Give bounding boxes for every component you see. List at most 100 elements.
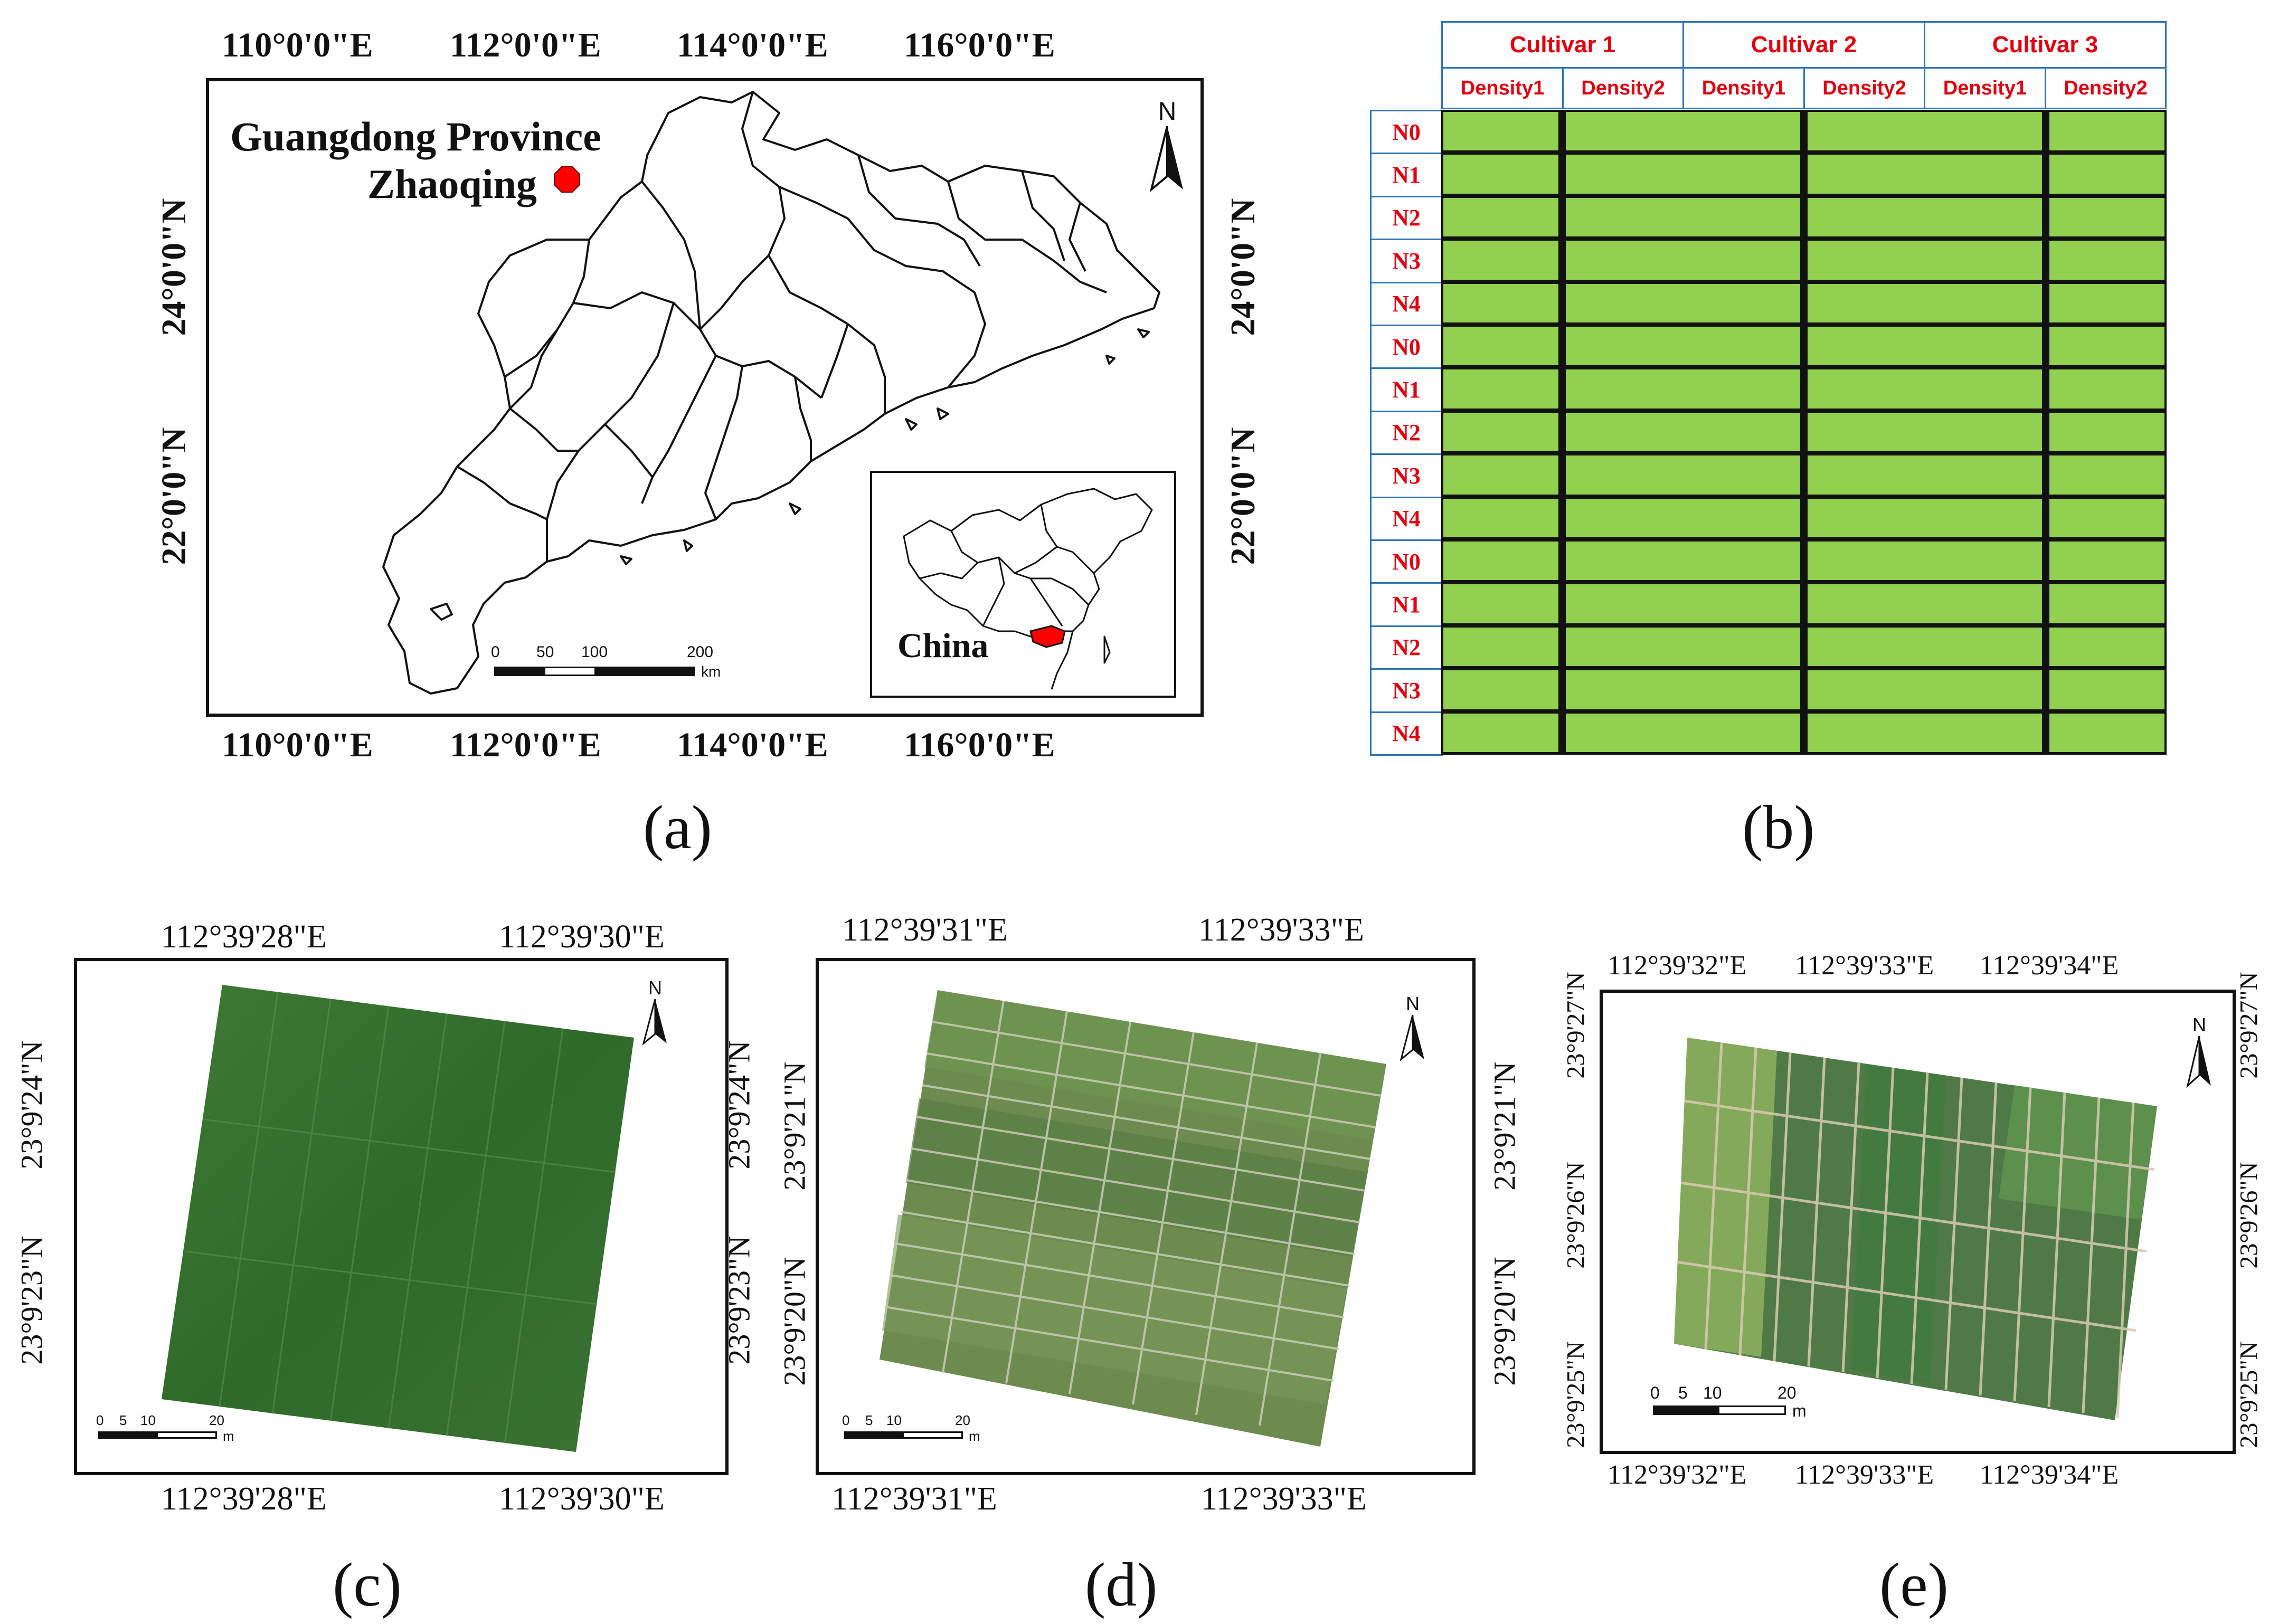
bottom-lon-label: 112°39'30"E <box>499 1481 665 1517</box>
nitrogen-row-label: N3 <box>1370 668 1443 713</box>
plot-cell <box>1683 112 1800 151</box>
right-lat-label: 23°9'21"N <box>1487 1061 1522 1191</box>
scale-label: 20 <box>1778 1383 1797 1402</box>
plot-cell <box>1443 627 1558 667</box>
top-lon-label: 112°39'31"E <box>842 912 1008 948</box>
nitrogen-row-label: N2 <box>1370 410 1443 455</box>
bottom-lon-label: 112°39'33"E <box>1795 1460 1934 1490</box>
left-lat-label: 23°9'23"N <box>14 1236 49 1365</box>
top-lon-label: 112°39'33"E <box>1795 951 1934 981</box>
plot-cell <box>1808 369 1925 409</box>
plot-cell <box>1808 155 1925 194</box>
inset-label: China <box>897 626 989 665</box>
plot-cell <box>1808 283 1925 322</box>
top-lon-label: 112°39'33"E <box>1198 912 1364 948</box>
density-header: Density1 <box>1924 67 2046 109</box>
uav-field-image-e <box>1674 1038 2157 1420</box>
top-lon-label: 110°0'0"E <box>222 26 373 64</box>
plot-cell <box>1443 369 1558 409</box>
plot-cell <box>1443 670 1558 709</box>
plot-cell <box>1566 327 1683 366</box>
bottom-lon-label: 112°39'31"E <box>831 1481 997 1517</box>
plot-cell <box>2049 627 2164 667</box>
plot-cell <box>2049 670 2164 709</box>
left-lat-label: 24°0'0"N <box>155 198 193 336</box>
plot-cell <box>2049 197 2164 237</box>
plot-cell <box>2049 455 2164 495</box>
scale-label: 5 <box>1678 1383 1688 1402</box>
scale-label: 50 <box>536 643 554 661</box>
right-lat-label: 23°9'27"N <box>2235 972 2263 1079</box>
nitrogen-row-label: N1 <box>1370 153 1443 197</box>
scale-label: 10 <box>1703 1383 1722 1402</box>
left-lat-label: 23°9'26"N <box>1562 1162 1590 1269</box>
bottom-lon-label: 114°0'0"E <box>677 726 828 764</box>
plot-cell <box>1683 584 1800 623</box>
right-lat-label: 23°9'20"N <box>1487 1257 1522 1386</box>
nitrogen-row-label: N4 <box>1370 496 1443 541</box>
plot-cell <box>1566 283 1683 322</box>
north-arrow-icon <box>642 999 667 1046</box>
plot-cell <box>1925 283 2042 322</box>
plot-cell <box>1808 412 1925 452</box>
plot-cell <box>1925 369 2042 409</box>
nitrogen-row-label: N2 <box>1370 195 1443 241</box>
left-lat-label: 23°9'27"N <box>1562 972 1590 1079</box>
plot-cell <box>2049 542 2164 581</box>
plot-cell <box>1925 197 2042 237</box>
plot-cell <box>2049 241 2164 280</box>
plot-cell <box>1683 327 1800 366</box>
bottom-lon-label: 112°39'33"E <box>1201 1481 1367 1517</box>
plot-cell <box>1566 713 1683 752</box>
north-label: N <box>648 977 662 999</box>
nitrogen-row-label: N4 <box>1370 281 1443 326</box>
caption-c: (c) <box>333 1550 402 1619</box>
scale-unit: m <box>969 1428 980 1444</box>
scale-label: 10 <box>140 1412 156 1428</box>
bottom-lon-label: 112°39'32"E <box>1608 1460 1747 1490</box>
plot-cell <box>1925 584 2042 623</box>
plot-cell <box>1925 455 2042 495</box>
china-outline <box>903 488 1153 690</box>
density-header: Density2 <box>1562 67 1684 109</box>
plot-cell <box>1443 241 1558 280</box>
nitrogen-row-label: N0 <box>1370 539 1443 584</box>
nitrogen-row-label: N2 <box>1370 625 1443 670</box>
plot-cell <box>1566 627 1683 667</box>
scale-unit: m <box>1792 1401 1807 1420</box>
plot-cell <box>1443 327 1558 366</box>
zhaoqing-marker <box>554 166 580 193</box>
bottom-lon-label: 112°39'28"E <box>161 1481 327 1517</box>
plot-cell <box>1443 584 1558 623</box>
guangdong-highlight <box>1029 625 1066 648</box>
plot-cell <box>2049 327 2164 366</box>
north-label: N <box>1158 98 1177 126</box>
density-header: Density2 <box>2045 67 2167 109</box>
scale-label: 5 <box>865 1412 873 1428</box>
scale-label: 0 <box>842 1412 850 1428</box>
plot-cell <box>2049 713 2164 752</box>
plot-cell <box>1925 327 2042 366</box>
north-label: N <box>1406 993 1420 1014</box>
plot-cell <box>1925 713 2042 752</box>
plot-cell <box>2049 498 2164 537</box>
plot-cell <box>1683 241 1800 280</box>
plot-cell <box>1443 455 1558 495</box>
plot-cell <box>1683 627 1800 667</box>
scale-bar: 0 5 10 20 m <box>96 1412 257 1449</box>
plot-cell <box>1566 584 1683 623</box>
plot-cell <box>1808 112 1925 151</box>
right-lat-label: 22°0'0"N <box>1224 427 1262 565</box>
caption-e: (e) <box>1879 1550 1949 1619</box>
plot-cell <box>1808 327 1925 366</box>
field-grid <box>1441 110 2167 755</box>
plot-cell <box>1566 542 1683 581</box>
plot-cell <box>1566 112 1683 151</box>
top-lon-label: 116°0'0"E <box>904 26 1055 64</box>
scale-bar: 0 50 100 200 km <box>491 643 742 686</box>
plot-cell <box>1925 670 2042 709</box>
plot-cell <box>1808 713 1925 752</box>
cultivar-header: Cultivar 1 <box>1441 21 1684 69</box>
plot-cell <box>2049 112 2164 151</box>
right-lat-label: 23°9'26"N <box>2235 1162 2263 1269</box>
